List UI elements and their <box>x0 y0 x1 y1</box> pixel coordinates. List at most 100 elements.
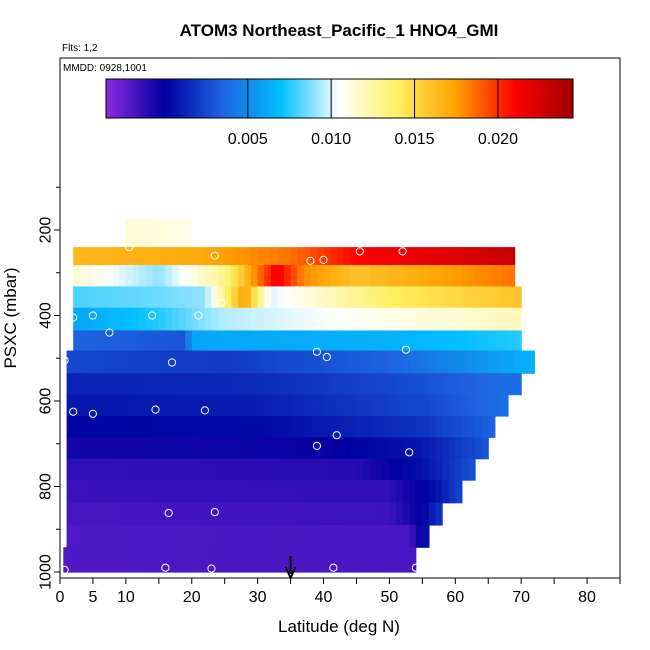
heatmap-cell <box>145 307 153 332</box>
heatmap-cell <box>145 502 153 526</box>
heatmap-cell <box>257 415 265 438</box>
heatmap-cell <box>142 547 150 573</box>
heatmap-cell <box>73 286 81 309</box>
heatmap-cell <box>382 458 391 481</box>
heatmap-cell <box>297 247 305 266</box>
heatmap-cell <box>231 502 239 526</box>
heatmap-cell <box>168 547 176 573</box>
heatmap-cell <box>336 524 344 548</box>
heatmap-cell <box>382 480 391 504</box>
heatmap-cell <box>468 373 476 396</box>
heatmap-cell <box>99 330 107 352</box>
heatmap-cell <box>475 307 483 332</box>
heatmap-cell <box>508 330 516 352</box>
heatmap-cell <box>264 437 272 460</box>
heatmap-cell <box>448 480 456 504</box>
heatmap-cell <box>330 502 338 526</box>
heatmap-cell <box>244 265 252 288</box>
heatmap-cell <box>198 502 206 526</box>
heatmap-cell <box>468 394 476 417</box>
heatmap-cell <box>323 524 331 548</box>
heatmap-cell <box>145 373 153 396</box>
heatmap-cell <box>336 265 344 288</box>
heatmap-cell <box>224 524 232 548</box>
sample-point <box>210 251 219 260</box>
heatmap-cell <box>336 480 344 504</box>
heatmap-cell <box>251 373 259 396</box>
heatmap-cell <box>481 373 489 396</box>
heatmap-cell <box>277 415 285 438</box>
heatmap-cell <box>73 373 81 396</box>
heatmap-cell <box>435 330 443 352</box>
heatmap-cell <box>363 307 371 332</box>
heatmap-cell <box>244 394 252 417</box>
sample-point <box>164 508 173 518</box>
heatmap-cell <box>442 350 450 374</box>
heatmap-cell <box>178 437 186 460</box>
heatmap-cell <box>201 547 209 573</box>
heatmap-cell <box>508 373 516 396</box>
heatmap-cell <box>316 437 325 460</box>
heatmap-cell <box>79 330 87 352</box>
heatmap-cell <box>165 480 173 504</box>
heatmap-cell <box>488 265 496 288</box>
heatmap-cell <box>119 458 127 481</box>
heatmap-cell <box>73 350 81 374</box>
heatmap-cell <box>165 286 173 309</box>
heatmap-cell <box>165 415 173 438</box>
heatmap-cell <box>191 247 199 266</box>
sample-point <box>306 256 315 265</box>
heatmap-cell <box>231 350 239 374</box>
heatmap-cell <box>106 458 114 481</box>
heatmap-cell <box>501 307 509 332</box>
heatmap-cell <box>330 524 338 548</box>
colorbar-tick-label: 0.020 <box>478 131 518 148</box>
heatmap-cell <box>218 373 226 396</box>
heatmap-cell <box>86 307 94 332</box>
heatmap-cell <box>336 502 344 526</box>
heatmap-cell <box>106 307 114 332</box>
heatmap-cell <box>481 415 489 438</box>
heatmap-cell <box>257 350 265 374</box>
heatmap-cell <box>270 480 279 504</box>
heatmap-cell <box>277 265 285 288</box>
heatmap-cell <box>99 373 107 396</box>
heatmap-cell <box>330 330 338 352</box>
heatmap-cell <box>494 373 503 396</box>
heatmap-cell <box>376 373 384 396</box>
heatmap-cell <box>135 547 143 573</box>
heatmap-cell <box>119 350 127 374</box>
heatmap-cell <box>228 547 236 573</box>
heatmap-cell <box>178 307 186 332</box>
heatmap-cell <box>86 247 94 266</box>
heatmap-cell <box>363 524 371 548</box>
heatmap-cell <box>185 415 193 438</box>
heatmap-cell <box>316 480 325 504</box>
heatmap-cell <box>349 458 358 481</box>
heatmap-cell <box>320 547 328 573</box>
heatmap-cell <box>363 286 371 309</box>
heatmap-cell <box>514 307 522 332</box>
heatmap-cell <box>244 437 252 460</box>
heatmap-cell <box>369 307 377 332</box>
y-tick-label: 400 <box>38 302 55 329</box>
heatmap-cell <box>346 547 354 573</box>
dates-note: MMDD: 0928,1001 <box>63 63 147 74</box>
heatmap-cell <box>102 547 111 573</box>
heatmap-cell <box>119 437 127 460</box>
heatmap-cell <box>185 219 193 248</box>
heatmap-cell <box>428 480 437 504</box>
heatmap-cell <box>231 458 239 481</box>
heatmap-cell <box>369 437 377 460</box>
heatmap-cell <box>185 437 193 460</box>
heatmap-cell <box>244 307 252 332</box>
x-axis: 0 5 10 20 30 40 50 60 70 80 <box>56 578 621 606</box>
heatmap-cell <box>461 394 470 417</box>
heatmap-cell <box>244 247 252 266</box>
heatmap-cell <box>198 524 206 548</box>
heatmap-cell <box>158 286 167 309</box>
heatmap-cell <box>277 330 285 352</box>
heatmap-cell <box>494 394 503 417</box>
heatmap-cell <box>257 394 265 417</box>
heatmap-cell <box>297 330 305 352</box>
